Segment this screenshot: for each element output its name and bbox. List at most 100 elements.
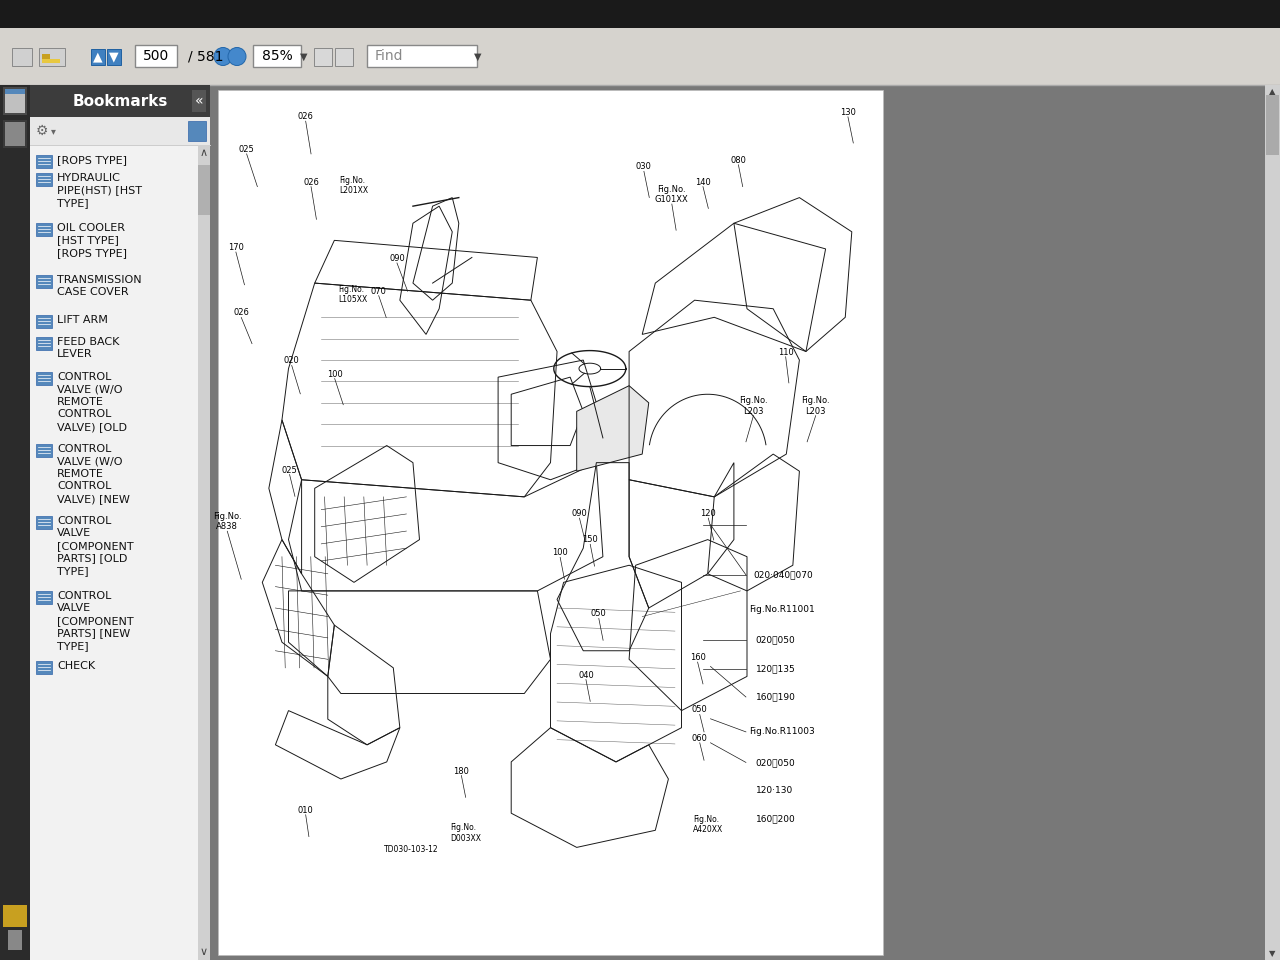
Text: 020～050: 020～050 [755,636,795,645]
Bar [335,47,353,65]
Text: 050: 050 [591,610,607,618]
Bar [91,49,105,64]
Text: ∨: ∨ [200,947,209,957]
Bar [5,122,26,146]
Bar [210,85,1280,960]
Text: 120·130: 120·130 [755,786,792,795]
Text: 090: 090 [572,509,588,518]
Bar [1265,85,1280,960]
Bar [108,49,122,64]
Bar [0,85,29,960]
Bar [0,28,1280,85]
Text: ▼: ▼ [109,50,119,63]
Text: 020·040～070: 020·040～070 [754,570,813,579]
Bar [1266,95,1279,155]
Bar [36,155,52,168]
Text: 026: 026 [298,112,314,121]
Text: Fig.No.
L201XX: Fig.No. L201XX [339,176,369,195]
Text: 050: 050 [692,706,708,714]
Text: 180: 180 [453,766,470,776]
Text: 070: 070 [371,287,387,296]
Text: 026: 026 [303,178,319,186]
Text: 170: 170 [228,243,243,252]
Text: Fig.No.
A838: Fig.No. A838 [212,512,242,531]
Circle shape [214,47,232,65]
Text: 080: 080 [731,156,746,165]
Text: TD030-103-12: TD030-103-12 [384,846,439,854]
Text: Fig.No.R11001: Fig.No.R11001 [749,605,815,614]
Bar [192,90,206,112]
Bar [29,85,210,117]
Text: CONTROL
VALVE
[COMPONENT
PARTS] [NEW
TYPE]: CONTROL VALVE [COMPONENT PARTS] [NEW TYP… [58,591,133,651]
Text: Fig.No.
A420XX: Fig.No. A420XX [694,815,723,834]
Bar [367,44,477,66]
Text: TRANSMISSION
CASE COVER: TRANSMISSION CASE COVER [58,275,142,298]
Bar [38,47,65,65]
Text: 090: 090 [389,254,404,263]
Text: ∧: ∧ [200,148,209,158]
Text: 120: 120 [700,509,717,518]
Bar [42,54,50,59]
Bar [3,120,27,148]
Bar [36,223,52,236]
Bar [0,85,210,960]
Text: 025: 025 [282,466,297,474]
Bar [42,59,60,62]
Bar [218,90,883,955]
Bar [36,315,52,328]
Bar [36,337,52,350]
Bar [12,47,32,65]
Text: 160: 160 [690,653,705,662]
Circle shape [228,47,246,65]
Text: 140: 140 [695,178,710,186]
Text: Fig.No.
L203: Fig.No. L203 [801,396,829,416]
Bar [253,44,301,66]
Text: HYDRAULIC
PIPE(HST) [HST
TYPE]: HYDRAULIC PIPE(HST) [HST TYPE] [58,173,142,207]
Bar [36,444,52,457]
Text: Fig.No.
G101XX: Fig.No. G101XX [655,184,689,204]
Text: 020～050: 020～050 [755,758,795,767]
Text: 160～200: 160～200 [755,815,795,824]
Text: CONTROL
VALVE
[COMPONENT
PARTS] [OLD
TYPE]: CONTROL VALVE [COMPONENT PARTS] [OLD TYP… [58,516,133,576]
Bar [36,591,52,604]
Text: 100: 100 [552,548,568,558]
Text: ▼: ▼ [475,52,481,61]
Bar [134,44,177,66]
Bar [198,165,210,215]
Bar [5,89,26,113]
Bar [198,145,210,960]
Text: Find: Find [375,50,403,63]
Text: Fig.No.
D003XX: Fig.No. D003XX [451,824,481,843]
Text: 110: 110 [778,348,794,357]
Text: ▼: ▼ [1270,949,1276,958]
Text: 85%: 85% [261,50,292,63]
Text: ▲: ▲ [93,50,102,63]
Text: Fig.No.R11003: Fig.No.R11003 [749,728,815,736]
Text: ▲: ▲ [1270,87,1276,97]
Text: 500: 500 [143,50,169,63]
Text: 040: 040 [579,670,594,680]
Text: 120～135: 120～135 [755,664,795,673]
Bar [29,145,210,960]
Text: 160～190: 160～190 [755,692,795,702]
Text: ⚙: ⚙ [36,124,49,138]
Text: Bookmarks: Bookmarks [72,93,168,108]
Text: FEED BACK
LEVER: FEED BACK LEVER [58,337,119,359]
Bar [36,516,52,529]
Text: Fig.No.
L105XX: Fig.No. L105XX [338,285,367,304]
Bar [36,661,52,674]
Text: CONTROL
VALVE (W/O
REMOTE
CONTROL
VALVE) [OLD: CONTROL VALVE (W/O REMOTE CONTROL VALVE)… [58,372,127,432]
Text: Fig.No.
L203: Fig.No. L203 [739,396,768,416]
Text: CONTROL
VALVE (W/O
REMOTE
CONTROL
VALVE) [NEW: CONTROL VALVE (W/O REMOTE CONTROL VALVE)… [58,444,129,504]
Text: «: « [195,94,204,108]
Text: 150: 150 [582,536,598,544]
Text: 010: 010 [298,805,314,815]
Bar [0,0,1280,28]
Bar [5,89,26,94]
Text: [ROPS TYPE]: [ROPS TYPE] [58,155,127,165]
Text: CHECK: CHECK [58,661,95,671]
Bar [8,930,22,950]
Bar [314,47,332,65]
Bar [3,905,27,927]
Bar [3,87,27,115]
